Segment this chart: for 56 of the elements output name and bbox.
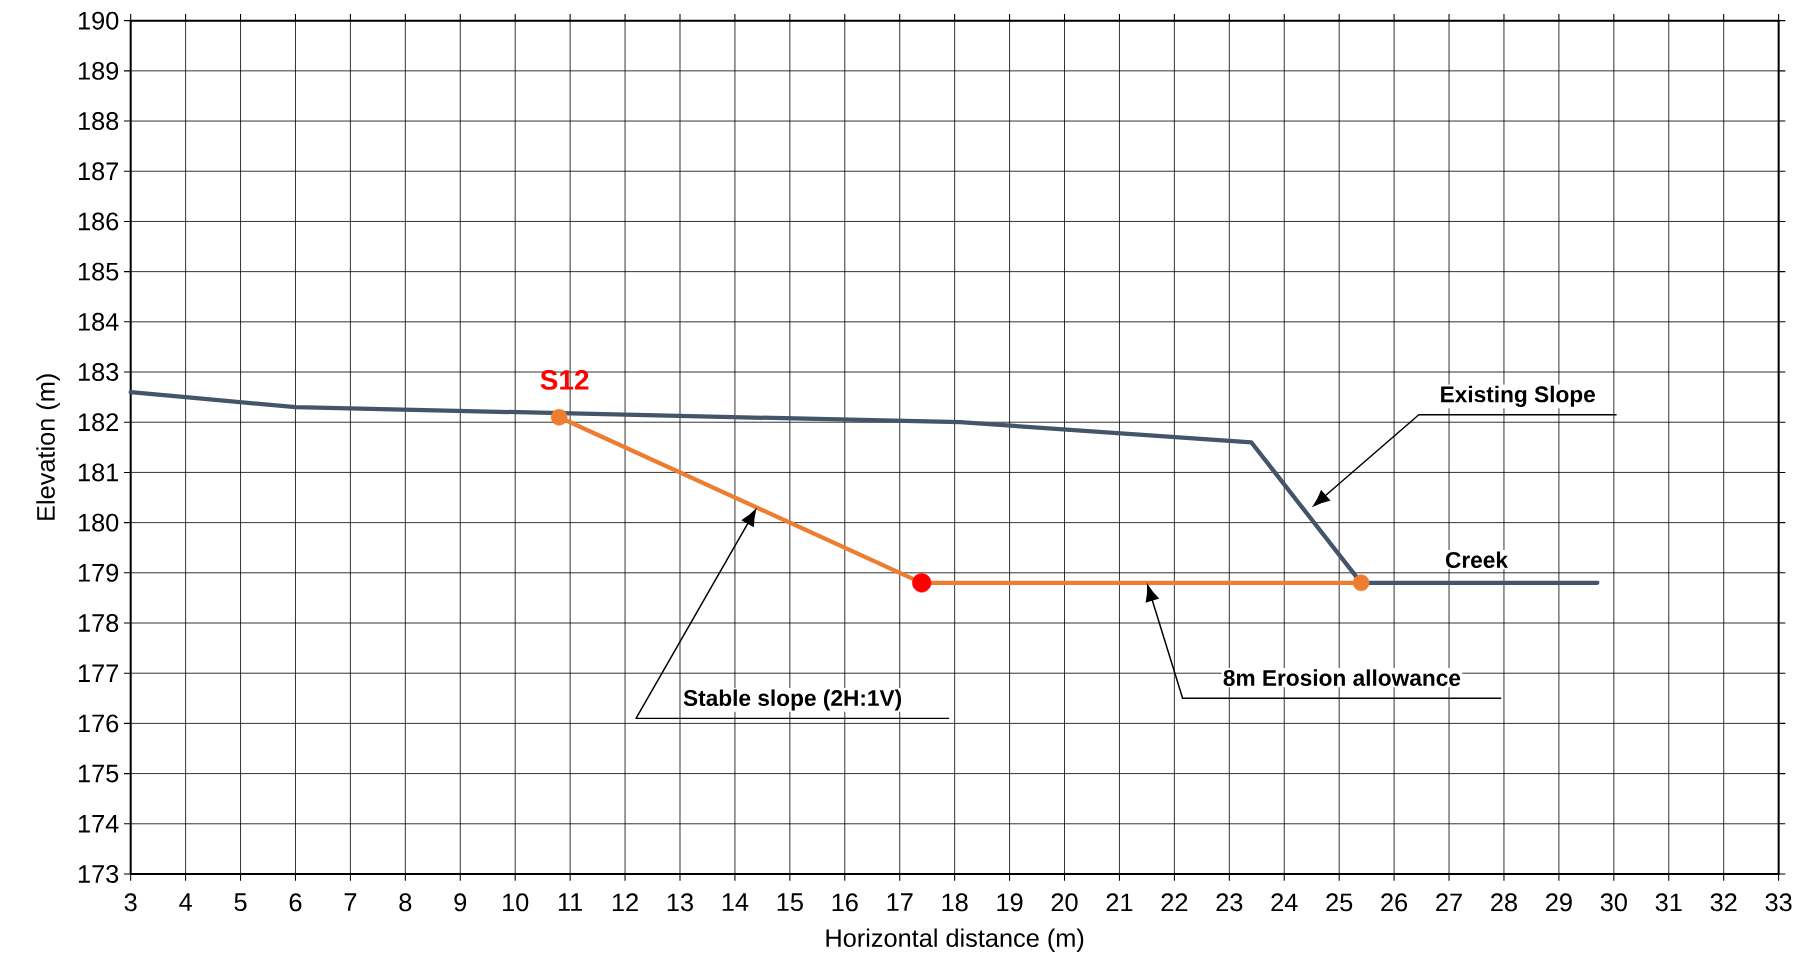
x-tick-label: 14 [722,893,749,911]
x-tick-label: 11 [558,893,583,911]
y-tick-label: 188 [78,112,119,131]
y-tick-label: 189 [78,61,119,80]
y-tick-label: 174 [78,815,119,833]
x-axis-title: Horizontal distance (m) [826,928,1084,953]
y-axis-title: Elevation (m) [36,374,60,520]
y-tick-label: 190 [78,11,119,30]
annotation: Existing Slope [1441,385,1596,407]
x-tick-label: 25 [1326,893,1353,912]
y-tick-label: 184 [78,312,119,331]
x-tick-label: 12 [612,893,638,912]
y-tick-label: 187 [78,162,119,181]
y-tick-label: 173 [78,865,119,883]
x-tick-label: 3 [124,893,137,912]
x-tick-label: 22 [1161,893,1188,912]
x-tick-label: 7 [344,893,357,911]
x-tick-label: 18 [942,893,968,912]
x-tick-label: 30 [1600,893,1627,912]
y-tick-label: 179 [78,563,119,582]
x-tick-label: 23 [1216,893,1243,912]
x-tick-label: 19 [997,893,1023,912]
y-tick-label: 180 [78,513,119,532]
y-tick-label: 177 [78,664,119,682]
y-tick-label: 182 [78,413,119,432]
x-tick-label: 33 [1765,893,1792,912]
y-tick-label: 176 [78,714,119,733]
y-tick-label: 181 [78,463,119,482]
x-tick-label: 29 [1546,893,1572,912]
y-tick-label: 183 [78,363,119,381]
x-tick-label: 15 [777,893,803,912]
annotation: S12 [540,370,589,390]
x-tick-label: 16 [832,893,858,912]
x-tick-label: 17 [887,893,913,911]
x-tick-label: 28 [1491,893,1517,912]
annotation: 8m Erosion allowance [1223,669,1461,686]
x-tick-label: 27 [1436,893,1462,912]
y-tick-label: 178 [78,614,119,632]
x-tick-label: 6 [289,893,302,912]
x-tick-label: 31 [1655,893,1682,912]
x-tick-label: 8 [399,893,412,912]
annotation: Creek [1445,551,1509,569]
annotation: Stable slope (2H:1V) [683,689,902,711]
y-tick-label: 185 [78,262,119,281]
x-tick-label: 32 [1710,893,1737,912]
x-tick-label: 5 [234,893,247,912]
x-tick-label: 10 [503,893,529,912]
x-tick-label: 26 [1381,893,1408,912]
x-tick-label: 9 [454,893,467,912]
x-tick-label: 13 [667,893,693,912]
x-tick-label: 24 [1271,893,1298,912]
y-tick-label: 186 [78,212,119,231]
x-tick-label: 20 [1051,893,1078,912]
x-tick-label: 4 [179,893,192,911]
y-tick-label: 175 [78,764,119,783]
x-tick-label: 21 [1106,893,1133,912]
